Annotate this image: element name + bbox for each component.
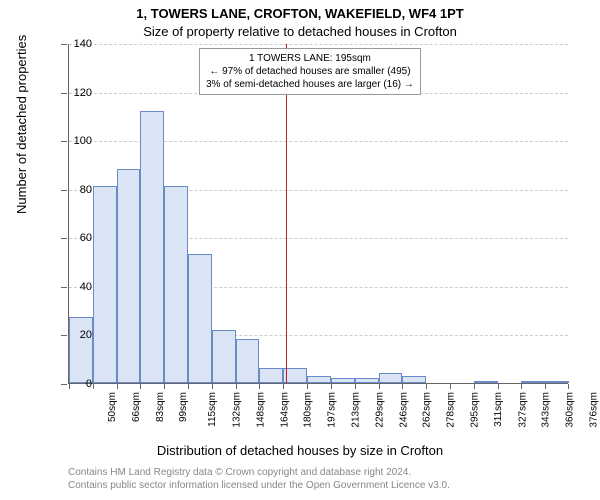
histogram-bar <box>93 186 117 383</box>
x-tick <box>307 384 308 389</box>
x-tick <box>426 384 427 389</box>
x-tick <box>212 384 213 389</box>
x-tick <box>259 384 260 389</box>
y-tick <box>61 44 67 45</box>
histogram-bar <box>474 381 498 383</box>
x-tick-label: 376sqm <box>589 392 600 428</box>
y-tick-label: 120 <box>74 87 92 99</box>
x-tick-label: 115sqm <box>207 392 218 427</box>
x-tick <box>379 384 380 389</box>
x-tick <box>283 384 284 389</box>
x-tick-label: 99sqm <box>178 392 189 422</box>
footer-line-1: Contains HM Land Registry data © Crown c… <box>68 466 450 479</box>
annotation-line: ← 97% of detached houses are smaller (49… <box>206 65 414 78</box>
x-tick-label: 360sqm <box>565 392 576 428</box>
annotation-box: 1 TOWERS LANE: 195sqm← 97% of detached h… <box>199 48 421 95</box>
x-tick-label: 164sqm <box>279 392 290 428</box>
histogram-bar <box>379 373 403 383</box>
x-tick <box>140 384 141 389</box>
x-tick-label: 343sqm <box>541 392 552 428</box>
plot: 50sqm66sqm83sqm99sqm115sqm132sqm148sqm16… <box>68 44 568 384</box>
x-tick-label: 229sqm <box>374 392 385 428</box>
histogram-bar <box>188 254 212 383</box>
x-tick-label: 311sqm <box>493 392 504 427</box>
x-tick <box>402 384 403 389</box>
histogram-bar <box>69 317 93 383</box>
histogram-bar <box>402 376 426 383</box>
x-tick-label: 213sqm <box>351 392 362 428</box>
x-tick-label: 197sqm <box>327 392 338 428</box>
gridline <box>69 44 568 45</box>
y-tick <box>61 93 67 94</box>
x-tick <box>450 384 451 389</box>
x-tick-label: 66sqm <box>131 392 142 422</box>
x-tick-label: 132sqm <box>232 392 243 428</box>
histogram-bar <box>236 339 260 383</box>
x-tick-label: 278sqm <box>446 392 457 428</box>
histogram-bar <box>307 376 331 383</box>
x-tick-label: 295sqm <box>470 392 481 428</box>
histogram-bar <box>140 111 164 383</box>
x-tick <box>236 384 237 389</box>
chart-area: 50sqm66sqm83sqm99sqm115sqm132sqm148sqm16… <box>68 44 568 384</box>
histogram-bar <box>521 381 545 383</box>
y-tick <box>61 238 67 239</box>
x-tick <box>93 384 94 389</box>
x-tick <box>498 384 499 389</box>
x-tick-label: 246sqm <box>398 392 409 428</box>
y-axis-label: Number of detached properties <box>14 35 29 214</box>
x-tick <box>164 384 165 389</box>
annotation-line: 1 TOWERS LANE: 195sqm <box>206 52 414 65</box>
histogram-bar <box>331 378 355 383</box>
y-tick-label: 140 <box>74 38 92 50</box>
histogram-bar <box>545 381 569 383</box>
y-tick-label: 40 <box>80 281 92 293</box>
x-tick-label: 148sqm <box>255 392 266 428</box>
x-tick-label: 50sqm <box>107 392 118 422</box>
x-tick <box>355 384 356 389</box>
x-tick-label: 262sqm <box>422 392 433 428</box>
y-tick <box>61 384 67 385</box>
x-tick <box>188 384 189 389</box>
x-tick-label: 83sqm <box>155 392 166 422</box>
x-tick <box>117 384 118 389</box>
annotation-line: 3% of semi-detached houses are larger (1… <box>206 78 414 91</box>
y-tick-label: 0 <box>86 378 92 390</box>
title-address: 1, TOWERS LANE, CROFTON, WAKEFIELD, WF4 … <box>0 6 600 21</box>
x-tick <box>545 384 546 389</box>
x-tick-label: 180sqm <box>303 392 314 428</box>
histogram-bar <box>259 368 283 383</box>
histogram-bar <box>212 330 236 383</box>
y-tick-label: 80 <box>80 184 92 196</box>
y-tick <box>61 287 67 288</box>
y-tick <box>61 190 67 191</box>
histogram-bar <box>117 169 141 383</box>
y-tick <box>61 335 67 336</box>
x-tick <box>69 384 70 389</box>
title-subtitle: Size of property relative to detached ho… <box>0 24 600 39</box>
y-tick-label: 20 <box>80 329 92 341</box>
x-axis-label: Distribution of detached houses by size … <box>0 443 600 458</box>
footer-line-2: Contains public sector information licen… <box>68 479 450 492</box>
x-tick <box>568 384 569 389</box>
y-tick <box>61 141 67 142</box>
x-tick <box>474 384 475 389</box>
x-tick <box>521 384 522 389</box>
x-tick-label: 327sqm <box>517 392 528 428</box>
histogram-bar <box>164 186 188 383</box>
y-tick-label: 60 <box>80 232 92 244</box>
footer-attribution: Contains HM Land Registry data © Crown c… <box>68 466 450 492</box>
histogram-bar <box>355 378 379 383</box>
x-tick <box>331 384 332 389</box>
y-tick-label: 100 <box>74 135 92 147</box>
